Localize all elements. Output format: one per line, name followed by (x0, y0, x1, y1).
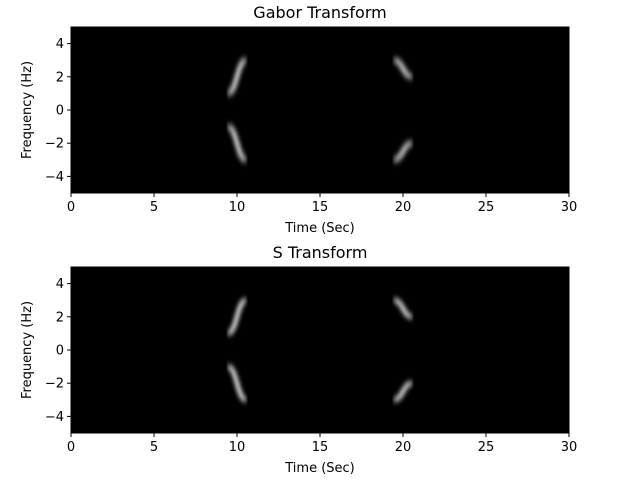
panel-s-transform: S Transform 0 5 10 15 20 25 30 −4 −2 0 2 4 Time (S… (20, 243, 577, 476)
y-tick-label: 0 (56, 344, 64, 359)
ridge-transition (227, 58, 247, 96)
chart-title: Gabor Transform (253, 3, 386, 22)
y-axis-label: Frequency (Hz) (20, 301, 35, 399)
x-tick-label: 0 (67, 200, 75, 215)
y-tick-label: 4 (56, 277, 64, 292)
y-tick-label: 0 (56, 104, 64, 119)
x-tick-label: 15 (312, 200, 329, 215)
y-tick-label: 2 (56, 70, 64, 85)
chart-title: S Transform (273, 243, 368, 262)
x-tick-label: 20 (395, 440, 412, 455)
y-axis-label: Frequency (Hz) (20, 61, 35, 159)
x-tick-label: 10 (229, 440, 246, 455)
ridge-transition (227, 298, 247, 336)
y-axis: −4 −2 0 2 4 (45, 37, 71, 185)
x-axis: 0 5 10 15 20 25 30 (67, 193, 577, 215)
y-tick-label: −2 (45, 377, 64, 392)
y-tick-label: 4 (56, 37, 64, 52)
x-axis-label: Time (Sec) (284, 221, 355, 236)
panel-gabor: Gabor Transform 0 5 10 15 20 25 30 −4 −2 0 2 4 Tim… (20, 3, 577, 236)
ridge-transition (227, 124, 247, 162)
x-tick-label: 0 (67, 440, 75, 455)
y-tick-label: −4 (45, 410, 64, 425)
ridge-layer (71, 297, 569, 403)
ridge-transition (393, 58, 413, 79)
y-tick-label: −2 (45, 137, 64, 152)
ridge-transition (227, 364, 247, 402)
y-tick-label: 2 (56, 310, 64, 325)
plot-background (71, 267, 569, 433)
y-tick-label: −4 (45, 170, 64, 185)
x-tick-label: 10 (229, 200, 246, 215)
ridge-transition (393, 381, 413, 402)
x-tick-label: 30 (561, 440, 578, 455)
ridge-transition (393, 141, 413, 162)
x-tick-label: 25 (478, 440, 495, 455)
ridge-layer (71, 58, 569, 162)
x-tick-label: 5 (150, 440, 158, 455)
x-axis: 0 5 10 15 20 25 30 (67, 433, 577, 455)
x-tick-label: 5 (150, 200, 158, 215)
x-tick-label: 15 (312, 440, 329, 455)
x-axis-label: Time (Sec) (284, 461, 355, 476)
x-tick-label: 20 (395, 200, 412, 215)
ridge-transition (393, 298, 413, 319)
plot-background (71, 27, 569, 193)
y-axis: −4 −2 0 2 4 (45, 277, 71, 425)
x-tick-label: 25 (478, 200, 495, 215)
x-tick-label: 30 (561, 200, 578, 215)
